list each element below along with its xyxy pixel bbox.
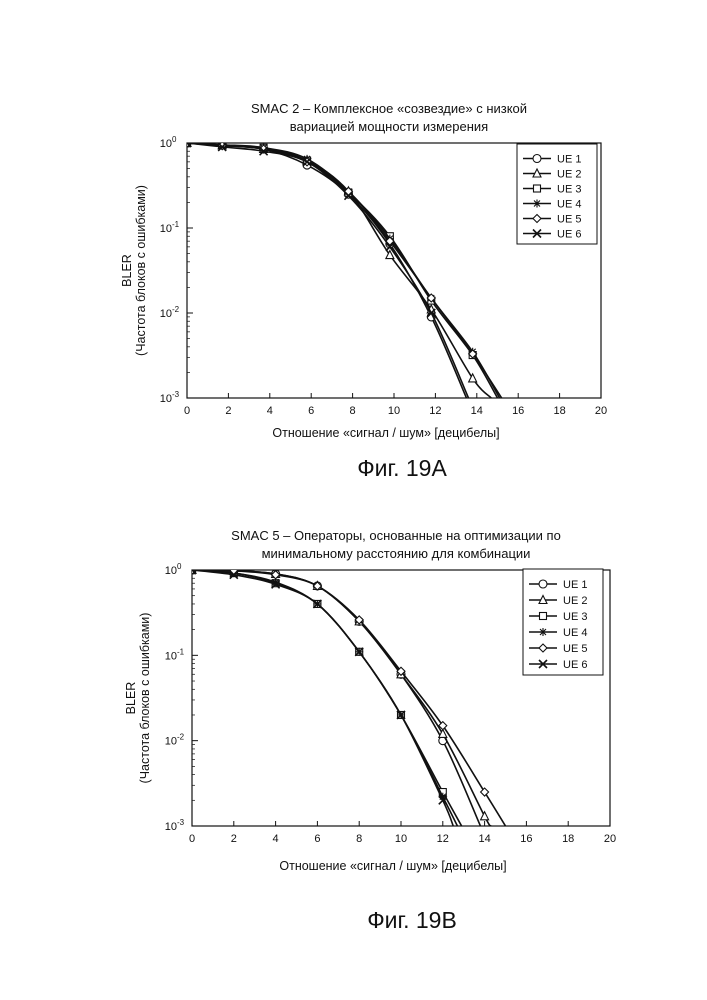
x-tick-label: 12: [429, 405, 441, 417]
x-tick-label: 0: [184, 405, 190, 417]
chart-2: SMAC 5 – Операторы, основанные на оптими…: [124, 528, 616, 933]
legend: UE 1 UE 2 UE 3 UE 4 UE 5 UE 6: [517, 144, 597, 244]
x-axis-label: Отношение «сигнал / шум» [децибелы]: [279, 859, 506, 873]
x-tick-label: 20: [595, 405, 607, 417]
legend-label-ue-5: UE 5: [563, 643, 587, 655]
y-tick-label: 10: [160, 393, 172, 405]
series-line-ue-1: [187, 143, 466, 398]
legend-label-ue-4: UE 4: [563, 627, 587, 639]
series-line-ue-6: [187, 143, 469, 398]
x-tick-label: 6: [308, 405, 314, 417]
y-tick-label: 10: [165, 650, 177, 662]
legend-label-ue-3: UE 3: [557, 184, 581, 196]
y-tick-exponent: -2: [177, 733, 185, 742]
legend-label-ue-1: UE 1: [563, 579, 587, 591]
x-tick-label: 0: [189, 833, 195, 845]
x-tick-label: 8: [350, 405, 356, 417]
legend-label-ue-2: UE 2: [563, 595, 587, 607]
figure-caption: Фиг. 19B: [367, 907, 457, 933]
x-tick-label: 2: [231, 833, 237, 845]
data-point-ue-2: [481, 812, 489, 820]
y-tick-exponent: -1: [177, 647, 185, 656]
chart-title-line: вариацией мощности измерения: [290, 119, 488, 134]
x-tick-label: 10: [388, 405, 400, 417]
figure-caption: Фиг. 19A: [357, 455, 447, 481]
x-tick-label: 14: [478, 833, 490, 845]
legend-marker-ue-1: [533, 155, 541, 163]
series-line-ue-2: [192, 570, 491, 826]
legend-marker-ue-4: [533, 200, 541, 208]
y-axis-label: BLER: [124, 682, 138, 715]
y-tick-exponent: -2: [172, 305, 180, 314]
y-tick-label: 10: [160, 308, 172, 320]
x-tick-label: 20: [604, 833, 616, 845]
series-line-ue-5: [187, 143, 502, 398]
series-line-ue-6: [192, 570, 453, 826]
x-axis-label: Отношение «сигнал / шум» [децибелы]: [272, 426, 499, 440]
legend-label-ue-3: UE 3: [563, 611, 587, 623]
x-tick-label: 2: [225, 405, 231, 417]
chart-title-line: SMAC 5 – Операторы, основанные на оптими…: [231, 528, 561, 543]
legend-label-ue-4: UE 4: [557, 199, 581, 211]
legend-marker-ue-3: [540, 613, 547, 620]
data-point-ue-5: [481, 788, 489, 796]
legend-marker-ue-1: [539, 580, 547, 588]
y-tick-exponent: -3: [172, 390, 180, 399]
y-tick-exponent: -3: [177, 818, 185, 827]
x-tick-label: 16: [520, 833, 532, 845]
legend-marker-ue-3: [534, 185, 541, 192]
series-line-ue-5: [192, 570, 506, 826]
y-axis-label: (Частота блоков с ошибками): [134, 185, 148, 356]
x-tick-label: 4: [273, 833, 279, 845]
y-tick-exponent: -1: [172, 220, 180, 229]
legend-label-ue-6: UE 6: [557, 229, 581, 241]
x-tick-label: 6: [314, 833, 320, 845]
y-tick-exponent: 0: [177, 562, 182, 571]
x-tick-label: 8: [356, 833, 362, 845]
y-tick-label: 10: [165, 565, 177, 577]
x-tick-label: 14: [471, 405, 483, 417]
x-tick-label: 18: [562, 833, 574, 845]
x-tick-label: 18: [553, 405, 565, 417]
y-axis-label: (Частота блоков с ошибками): [138, 613, 152, 784]
y-axis-label: BLER: [120, 254, 134, 287]
legend-marker-ue-4: [539, 628, 547, 636]
legend: UE 1 UE 2 UE 3 UE 4 UE 5 UE 6: [523, 569, 603, 675]
y-tick-label: 10: [160, 223, 172, 235]
x-tick-label: 4: [267, 405, 273, 417]
series-group: [188, 566, 506, 827]
y-tick-label: 10: [160, 138, 172, 150]
chart-title-line: минимальному расстоянию для комбинации: [262, 546, 531, 561]
legend-label-ue-1: UE 1: [557, 154, 581, 166]
series-line-ue-3: [192, 570, 462, 826]
legend-label-ue-2: UE 2: [557, 169, 581, 181]
chart-1: SMAC 2 – Комплексное «созвездие» с низко…: [120, 101, 607, 481]
x-tick-label: 16: [512, 405, 524, 417]
y-tick-label: 10: [165, 821, 177, 833]
y-tick-exponent: 0: [172, 135, 177, 144]
x-tick-label: 12: [437, 833, 449, 845]
chart-title-line: SMAC 2 – Комплексное «созвездие» с низко…: [251, 101, 527, 116]
y-tick-label: 10: [165, 736, 177, 748]
series-group: [183, 139, 502, 399]
legend-label-ue-5: UE 5: [557, 214, 581, 226]
x-tick-label: 10: [395, 833, 407, 845]
series-line-ue-2: [187, 143, 491, 398]
legend-label-ue-6: UE 6: [563, 659, 587, 671]
